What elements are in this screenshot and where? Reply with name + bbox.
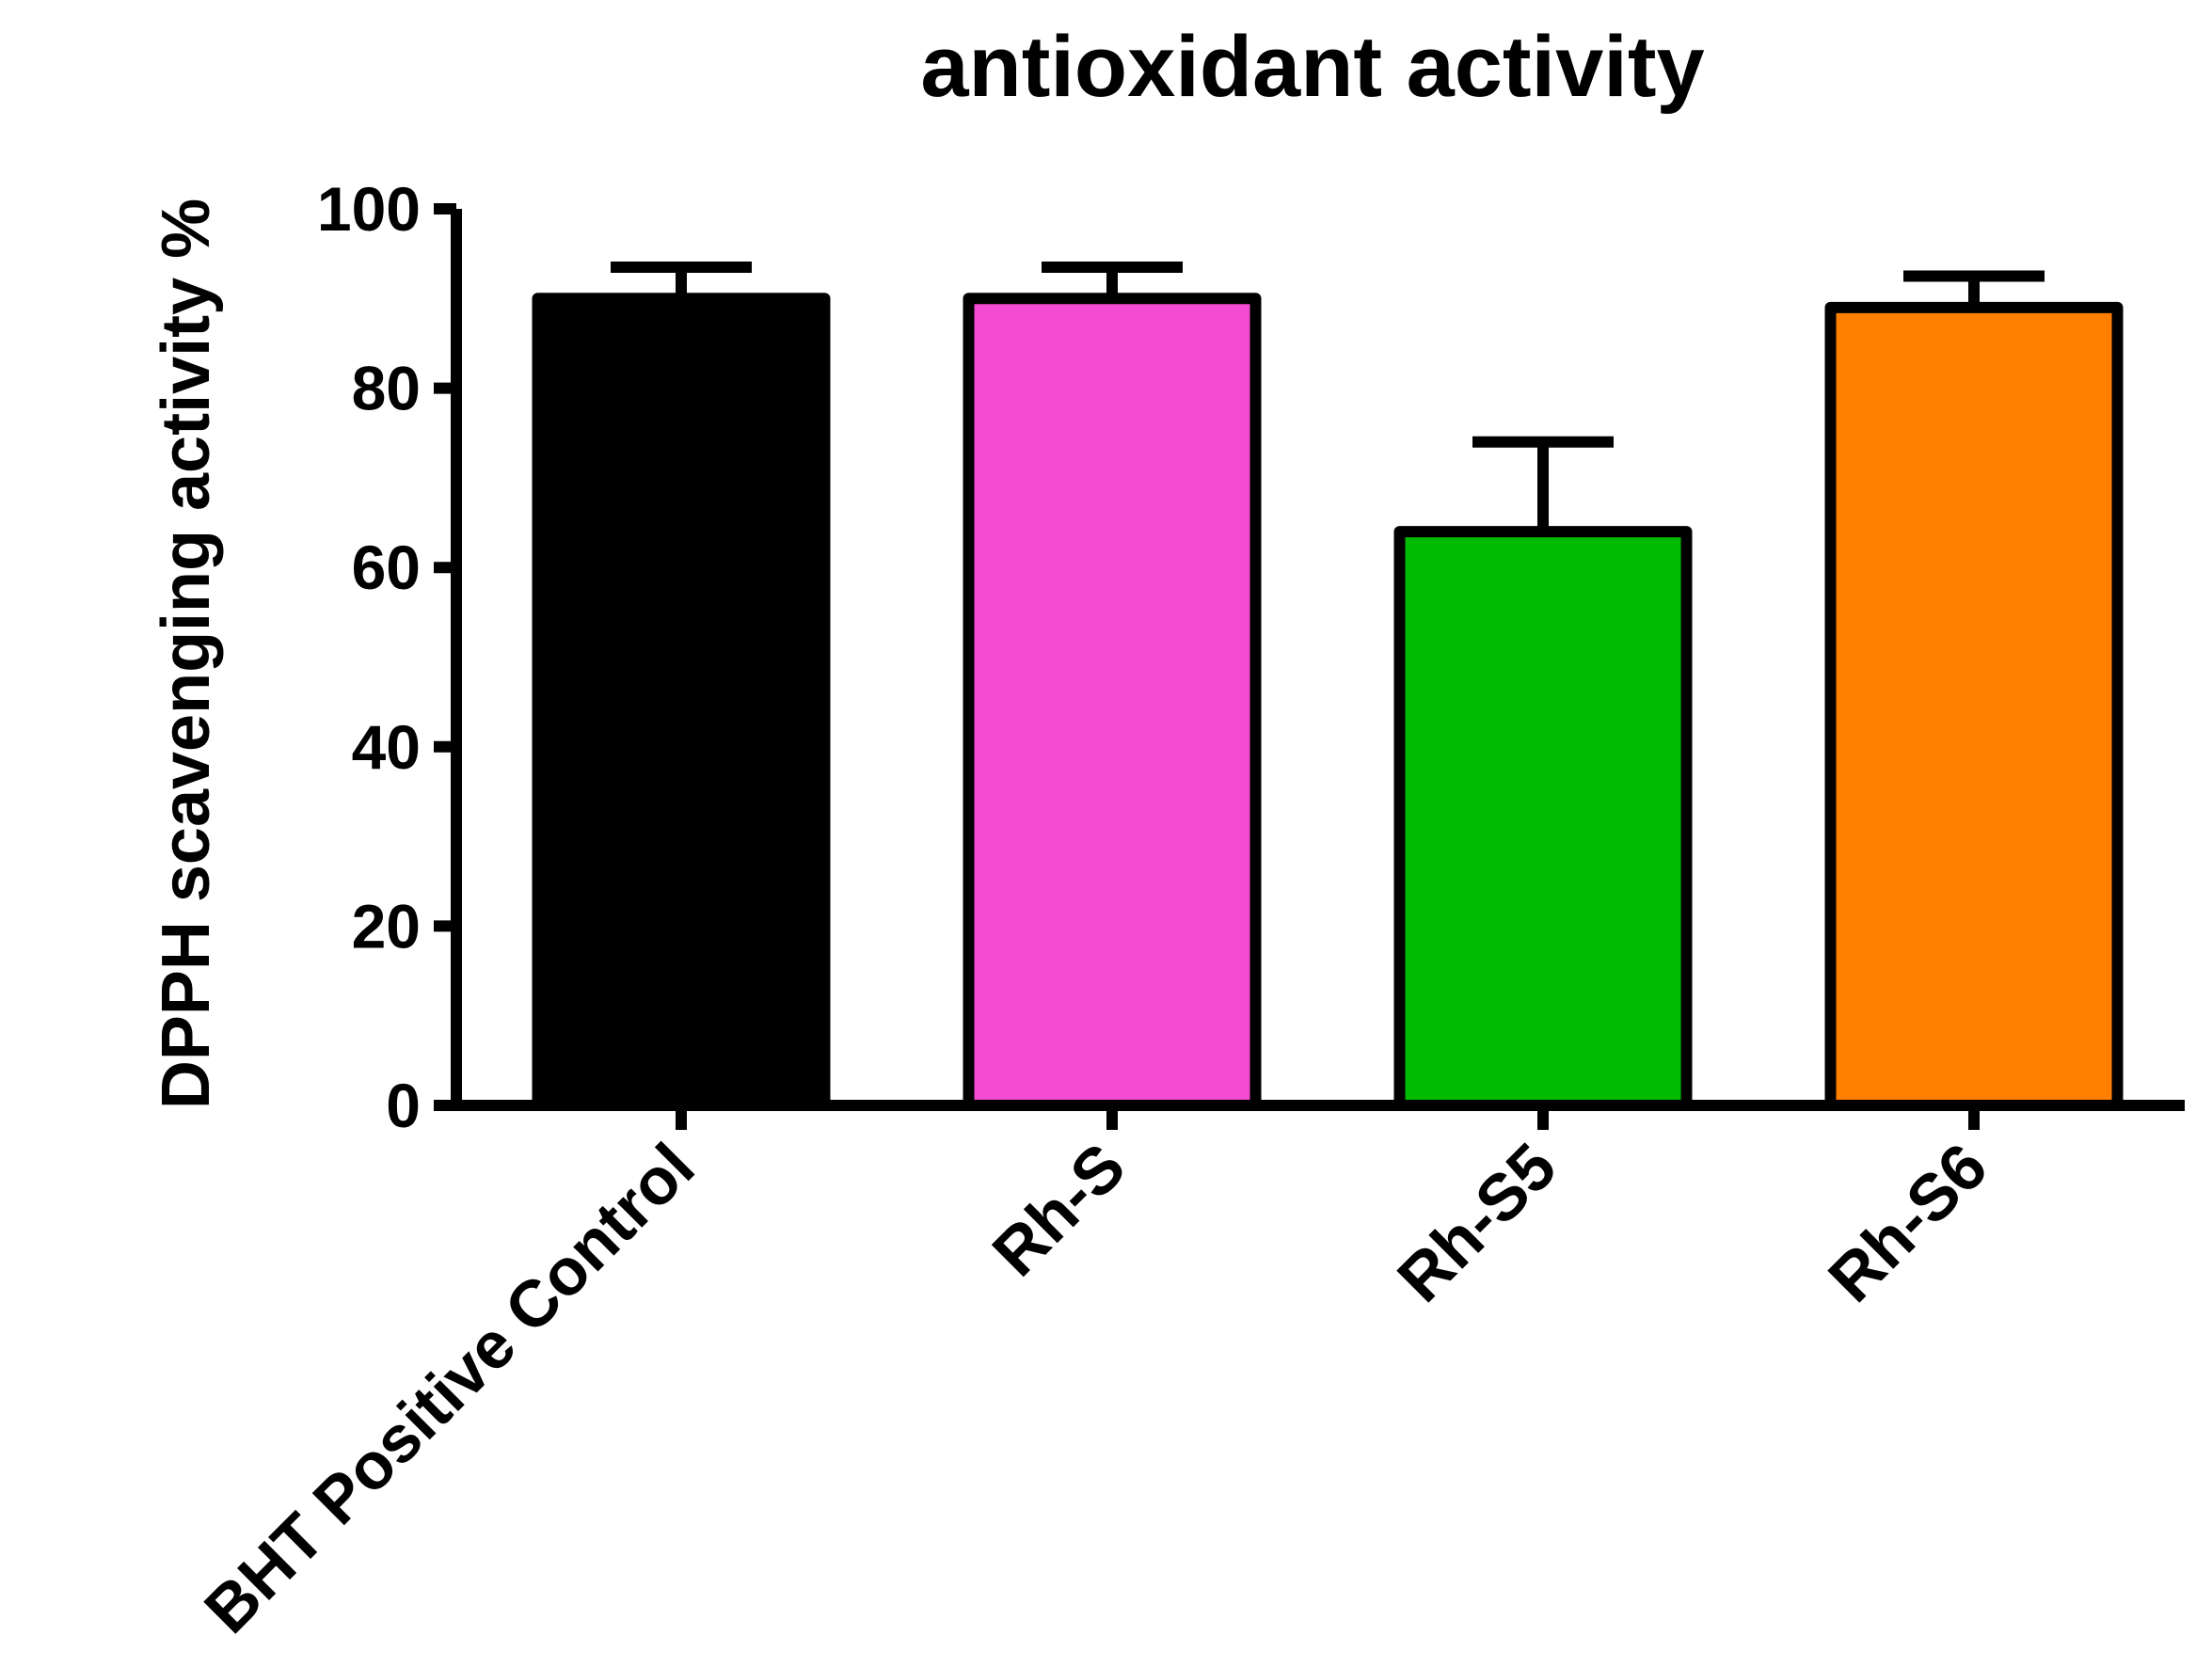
- y-tick-label-60: 60: [352, 532, 421, 602]
- chart-title: antioxidant activity: [920, 19, 1704, 115]
- y-tick-label-80: 80: [352, 354, 421, 423]
- bar-bht-positive-control: [532, 293, 831, 1111]
- bars-layer: [532, 293, 2124, 1111]
- y-tick-label-100: 100: [317, 174, 421, 244]
- y-tick-label-20: 20: [352, 891, 421, 961]
- y-axis-title: DPPH scavenging activity %: [149, 199, 224, 1109]
- bar-rh-s: [963, 293, 1262, 1111]
- error-bars-layer: [611, 261, 2045, 532]
- x-tick-label-bht-positive-control: BHT Positive Control: [190, 1129, 708, 1646]
- y-tick-label-40: 40: [352, 712, 421, 782]
- x-tick-label-rh-s: Rh-S: [979, 1129, 1139, 1290]
- axes-layer: [434, 203, 2185, 1130]
- y-tick-label-0: 0: [386, 1071, 421, 1140]
- x-tick-label-rh-s5: Rh-S5: [1383, 1129, 1569, 1315]
- x-tick-label-rh-s6: Rh-S6: [1814, 1129, 2000, 1315]
- bar-rh-s5: [1393, 526, 1693, 1111]
- bar-rh-s6: [1824, 301, 2124, 1111]
